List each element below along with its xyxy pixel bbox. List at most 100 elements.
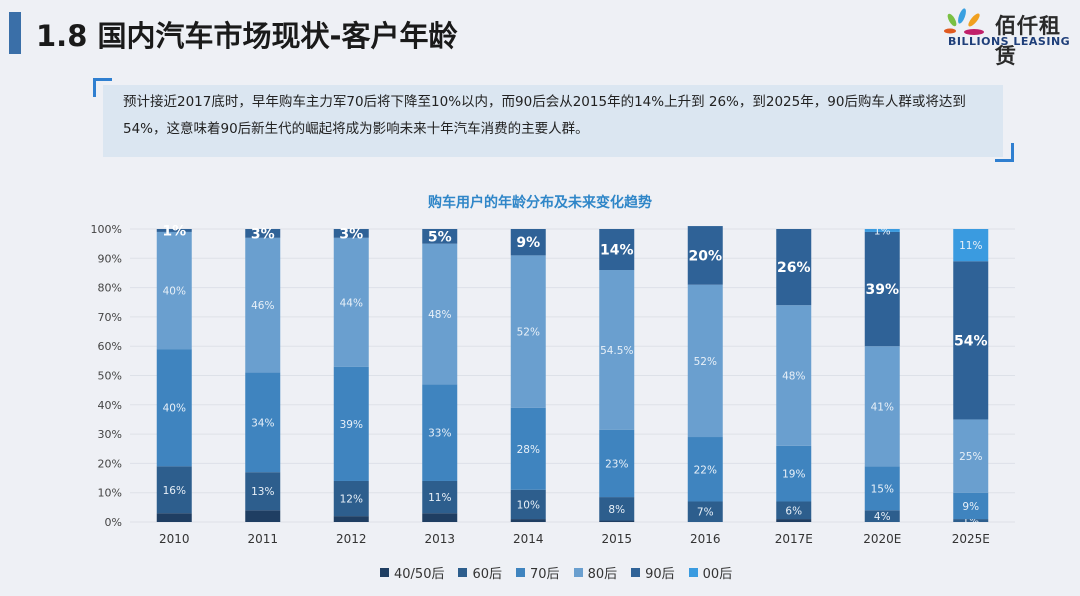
data-label: 14%	[600, 243, 634, 259]
bar-segment	[776, 229, 812, 306]
legend-item: 40/50后	[380, 563, 444, 582]
legend-label: 90后	[645, 567, 675, 582]
bar-segment	[333, 237, 369, 367]
bar-segment	[333, 480, 369, 517]
data-label: 11%	[959, 240, 982, 252]
bar-segment	[510, 255, 546, 408]
data-label: 11%	[428, 492, 451, 504]
x-tick-label: 2012	[336, 532, 367, 546]
page-title: 1.8 国内汽车市场现状-客户年龄	[36, 19, 458, 53]
logo-text-en: BILLIONS LEASING	[948, 35, 1071, 48]
bar-segment	[687, 284, 723, 438]
data-label: 3%	[251, 226, 275, 242]
bar-segment	[156, 231, 192, 350]
data-label: 39%	[340, 419, 363, 431]
bar-segment	[687, 437, 723, 502]
x-tick-label: 2016	[690, 532, 721, 546]
logo-text-cn: 佰仟租赁	[995, 14, 1061, 68]
bar-segment	[953, 229, 989, 262]
bar-segment	[333, 366, 369, 481]
bar-segment	[422, 243, 458, 385]
corner-bracket-br	[995, 143, 1014, 162]
bar-segment	[953, 261, 989, 420]
bar-segment	[422, 480, 458, 514]
legend-label: 80后	[587, 567, 618, 582]
bar-segment	[422, 384, 458, 481]
data-label: 23%	[605, 458, 628, 470]
data-label: 34%	[251, 417, 274, 429]
legend-swatch	[573, 568, 583, 577]
bar-segment	[864, 229, 900, 232]
x-tick-label: 2014	[513, 532, 544, 546]
bar-segment	[599, 497, 635, 521]
bar-segment	[156, 349, 192, 467]
bar-segment	[510, 489, 546, 520]
x-tick-label: 2020E	[863, 532, 901, 546]
data-label: 40%	[163, 286, 186, 298]
y-tick-label: 100%	[91, 223, 122, 236]
data-label: 4%	[874, 511, 891, 523]
bar-segment	[245, 229, 281, 238]
bar-segment	[599, 520, 635, 522]
bar-segment	[156, 513, 192, 522]
data-label: 22%	[694, 464, 717, 476]
data-label: 41%	[871, 401, 894, 413]
logo-icon	[944, 8, 984, 35]
bar-segment	[599, 270, 635, 430]
data-label: 12%	[340, 494, 363, 506]
bar-segment	[599, 229, 635, 271]
legend-label: 40/50后	[394, 567, 445, 582]
data-label: 3%	[339, 226, 363, 242]
legend-item: 70后	[516, 563, 560, 582]
chart-title: 购车用户的年龄分布及未来变化趋势	[428, 195, 652, 211]
legend-item: 90后	[631, 563, 675, 582]
bar-segment	[953, 492, 989, 520]
data-label: 1%	[162, 223, 186, 239]
bar-segment	[776, 445, 812, 502]
y-tick-label: 90%	[98, 252, 122, 265]
legend-label: 00后	[702, 567, 733, 582]
y-tick-label: 10%	[98, 487, 122, 500]
data-label: 25%	[959, 451, 982, 463]
y-tick-label: 80%	[98, 282, 122, 295]
data-label: 10%	[517, 499, 540, 511]
bar-segment	[687, 226, 723, 285]
bar-segment	[864, 346, 900, 467]
bar-segment	[599, 429, 635, 498]
legend-swatch	[688, 568, 698, 577]
bar-segment	[245, 510, 281, 522]
bar-segment	[864, 466, 900, 511]
y-tick-label: 40%	[98, 399, 122, 412]
x-tick-label: 2013	[424, 532, 455, 546]
bar-segment	[156, 229, 192, 232]
bar-segment	[776, 305, 812, 446]
data-label: 54%	[954, 333, 988, 349]
title-accent-bar	[9, 12, 21, 54]
bar-segment	[422, 229, 458, 244]
bar-segment	[510, 519, 546, 522]
bar-segment	[953, 519, 989, 522]
data-label: 5%	[428, 229, 452, 245]
data-label: 48%	[782, 371, 805, 383]
y-tick-label: 0%	[105, 516, 122, 529]
data-label: 40%	[163, 403, 186, 415]
x-tick-label: 2017E	[775, 532, 813, 546]
legend-label: 60后	[472, 567, 503, 582]
y-tick-label: 30%	[98, 428, 122, 441]
legend-swatch	[516, 568, 526, 577]
y-tick-label: 20%	[98, 457, 122, 470]
data-label: 26%	[777, 260, 811, 276]
data-label: 9%	[516, 235, 540, 251]
bar-segment	[776, 501, 812, 520]
data-label: 7%	[697, 507, 714, 519]
x-tick-label: 2010	[159, 532, 190, 546]
data-label: 48%	[428, 309, 451, 321]
x-tick-label: 2011	[247, 532, 278, 546]
data-label: 1%	[874, 225, 891, 237]
data-label: 39%	[865, 282, 899, 298]
bar-segment	[156, 466, 192, 514]
data-label: 6%	[785, 505, 802, 517]
bar-segment	[510, 407, 546, 490]
bar-segment	[333, 516, 369, 522]
